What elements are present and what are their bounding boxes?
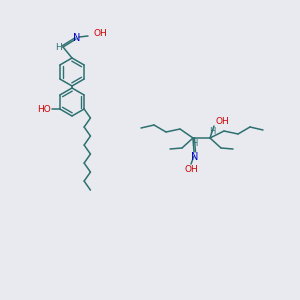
Text: HO: HO (37, 104, 51, 113)
Text: OH: OH (94, 29, 108, 38)
Text: N: N (191, 152, 199, 162)
Text: OH: OH (215, 116, 229, 125)
Text: N: N (73, 33, 81, 43)
Text: H: H (191, 140, 197, 148)
Text: OH: OH (184, 166, 198, 175)
Text: H: H (209, 128, 215, 136)
Text: H: H (55, 43, 62, 52)
